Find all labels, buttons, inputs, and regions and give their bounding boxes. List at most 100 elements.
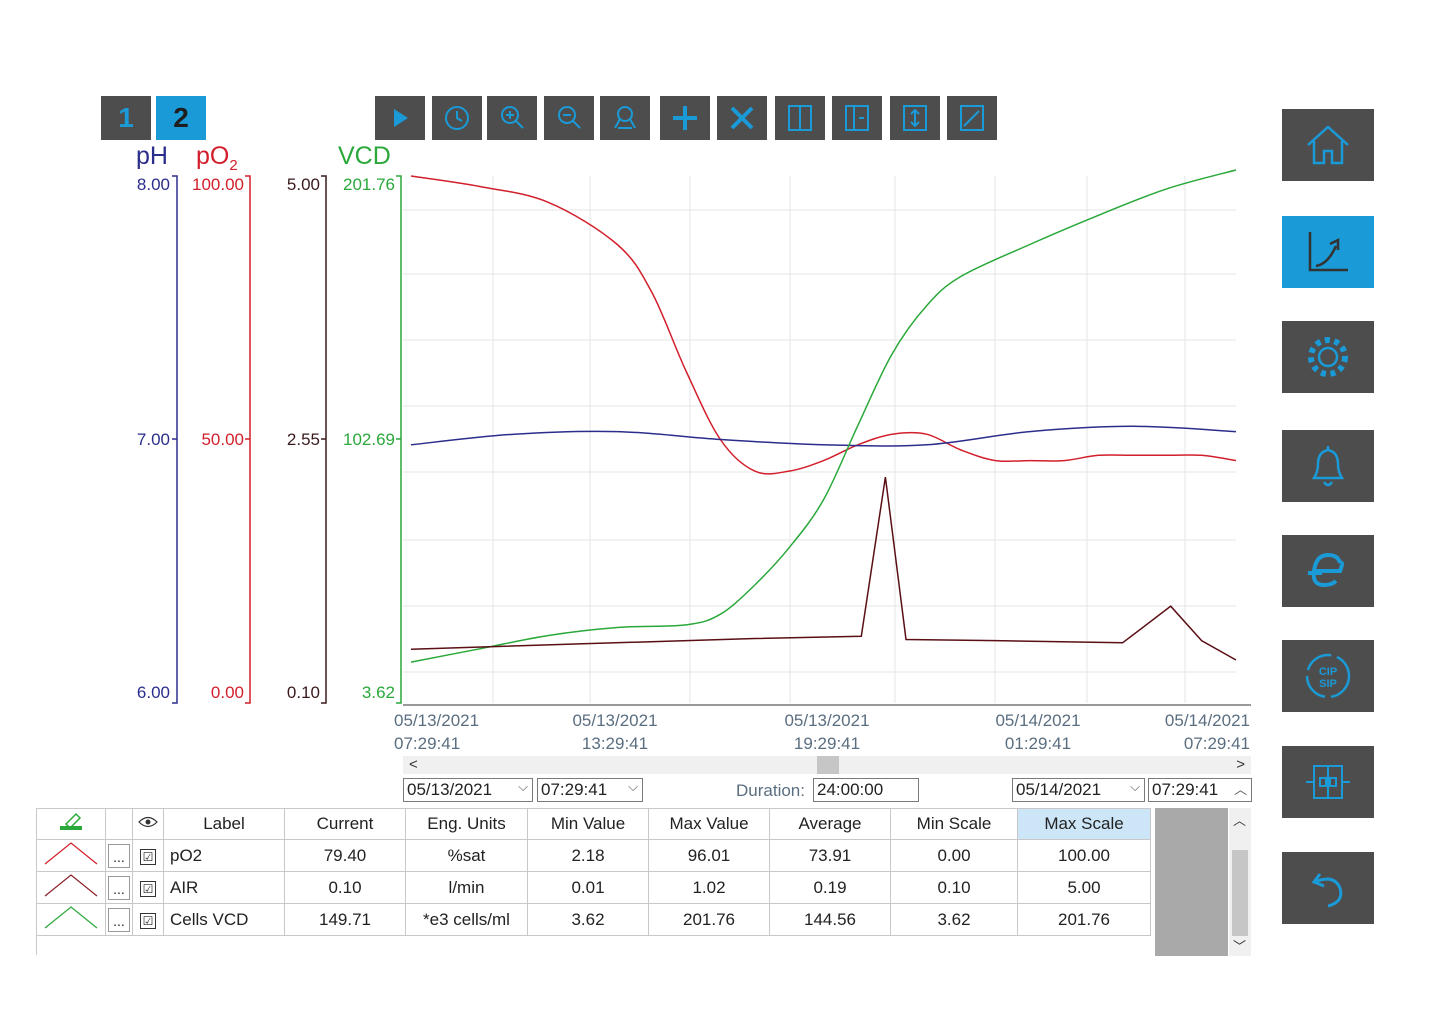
module-icon xyxy=(1306,765,1350,799)
min-value-cell: 2.18 xyxy=(527,839,649,872)
table-row[interactable]: ... ☑ Cells VCD 149.71 *e3 cells/ml 3.62… xyxy=(36,903,1151,936)
back-nav-button[interactable] xyxy=(1282,852,1374,924)
start-time-picker[interactable]: 07:29:41 ⌵ xyxy=(537,778,643,802)
pen-style-swatch[interactable] xyxy=(36,839,106,872)
time-label-0-date: 05/13/2021 xyxy=(394,711,480,730)
po2-axis-top: 100.00 xyxy=(192,175,244,194)
page-tab-1[interactable]: 1 xyxy=(101,96,151,140)
vertical-fit-button[interactable] xyxy=(890,96,940,140)
current-cell: 149.71 xyxy=(284,903,406,936)
more-button[interactable]: ... xyxy=(108,843,130,868)
table-row[interactable]: ... ☑ pO2 79.40 %sat 2.18 96.01 73.91 0.… xyxy=(36,839,1151,872)
pen-style-swatch[interactable] xyxy=(36,871,106,904)
average-cell: 144.56 xyxy=(769,903,891,936)
home-nav-button[interactable] xyxy=(1282,109,1374,181)
series-line-po2 xyxy=(410,175,1237,475)
ph-axis-title: pH xyxy=(136,142,168,170)
clock-button[interactable] xyxy=(432,96,482,140)
add-pen-button[interactable] xyxy=(660,96,710,140)
vcd-axis-top: 201.76 xyxy=(343,175,395,194)
module-nav-button[interactable] xyxy=(1282,746,1374,818)
more-cell[interactable]: ... xyxy=(105,903,133,936)
air-axis-mid: 2.55 xyxy=(286,430,320,449)
vcd-axis-title: VCD xyxy=(338,142,391,170)
time-label-2: 05/13/2021 19:29:41 xyxy=(767,709,887,755)
chevron-down-icon: ⌵ xyxy=(1130,779,1140,794)
cursor-range-button[interactable] xyxy=(832,96,882,140)
chevron-up-icon[interactable]: ︿ xyxy=(1233,813,1247,828)
table-vertical-scrollbar[interactable]: ︿ ﹀ xyxy=(1229,808,1251,956)
end-time-picker[interactable]: 07:29:41 ︿ xyxy=(1148,778,1252,802)
series-line-vcd xyxy=(410,169,1237,663)
chart-grid xyxy=(403,176,1251,706)
zoom-in-button[interactable] xyxy=(487,96,537,140)
time-scrollbar[interactable]: < > xyxy=(403,756,1251,774)
column-header-max-value[interactable]: Max Value xyxy=(648,808,770,840)
end-time-value: 07:29:41 xyxy=(1152,780,1219,799)
time-label-2-date: 05/13/2021 xyxy=(784,711,870,730)
scroll-thumb[interactable] xyxy=(817,756,839,774)
units-cell: %sat xyxy=(405,839,528,872)
scroll-right-arrow[interactable]: > xyxy=(1236,756,1245,773)
end-date-value: 05/14/2021 xyxy=(1016,780,1102,799)
column-header-max-scale[interactable]: Max Scale xyxy=(1017,808,1151,840)
table-scroll-thumb[interactable] xyxy=(1232,850,1248,936)
cursor-icon xyxy=(788,105,812,131)
table-empty-area xyxy=(36,927,1155,955)
more-cell[interactable]: ... xyxy=(105,871,133,904)
visibility-cell[interactable]: ☑ xyxy=(132,839,164,872)
home-icon xyxy=(1307,125,1349,165)
more-button[interactable]: ... xyxy=(108,875,130,900)
max-scale-cell[interactable]: 201.76 xyxy=(1017,903,1151,936)
label-cell: Cells VCD xyxy=(163,903,285,936)
delete-pen-button[interactable] xyxy=(717,96,767,140)
min-scale-cell[interactable]: 3.62 xyxy=(890,903,1018,936)
vertical-fit-icon xyxy=(903,105,927,131)
chevron-down-icon[interactable]: ﹀ xyxy=(1233,939,1247,954)
min-scale-cell[interactable]: 0.00 xyxy=(890,839,1018,872)
column-header-current[interactable]: Current xyxy=(284,808,406,840)
po2-axis-title-sub: 2 xyxy=(229,157,238,174)
alarms-nav-button[interactable] xyxy=(1282,430,1374,502)
visibility-checkbox[interactable]: ☑ xyxy=(140,880,156,897)
more-header xyxy=(105,808,133,840)
column-header-min-value[interactable]: Min Value xyxy=(527,808,649,840)
duration-field[interactable]: 24:00:00 xyxy=(813,778,919,802)
trend-nav-button[interactable] xyxy=(1282,216,1374,288)
autoscale-button[interactable] xyxy=(947,96,997,140)
ph-axis-bottom: 6.00 xyxy=(136,683,170,702)
air-axis-top: 5.00 xyxy=(286,175,320,194)
max-scale-cell[interactable]: 5.00 xyxy=(1017,871,1151,904)
play-button[interactable] xyxy=(375,96,425,140)
start-time-value: 07:29:41 xyxy=(541,780,608,799)
column-header-average[interactable]: Average xyxy=(769,808,891,840)
visibility-checkbox[interactable]: ☑ xyxy=(140,912,156,929)
column-header-min-scale[interactable]: Min Scale xyxy=(890,808,1018,840)
page-tab-2[interactable]: 2 xyxy=(156,96,206,140)
cip-sip-nav-button[interactable]: CIP SIP xyxy=(1282,640,1374,712)
max-scale-cell[interactable]: 100.00 xyxy=(1017,839,1151,872)
visibility-checkbox[interactable]: ☑ xyxy=(140,848,156,865)
e-nav-button[interactable] xyxy=(1282,535,1374,607)
column-header-label[interactable]: Label xyxy=(163,808,285,840)
time-label-2-time: 19:29:41 xyxy=(793,734,861,753)
table-row[interactable]: ... ☑ AIR 0.10 l/min 0.01 1.02 0.19 0.10… xyxy=(36,871,1151,904)
visibility-cell[interactable]: ☑ xyxy=(132,871,164,904)
more-cell[interactable]: ... xyxy=(105,839,133,872)
start-date-picker[interactable]: 05/13/2021 ⌵ xyxy=(403,778,533,802)
cursor-button[interactable] xyxy=(775,96,825,140)
min-scale-cell[interactable]: 0.10 xyxy=(890,871,1018,904)
visibility-header xyxy=(132,808,164,840)
zoom-reset-button[interactable] xyxy=(600,96,650,140)
chevron-down-icon: ⌵ xyxy=(628,779,638,794)
end-date-picker[interactable]: 05/14/2021 ⌵ xyxy=(1012,778,1145,802)
scroll-left-arrow[interactable]: < xyxy=(409,756,418,773)
visibility-cell[interactable]: ☑ xyxy=(132,903,164,936)
pen-style-swatch[interactable] xyxy=(36,903,106,936)
settings-nav-button[interactable] xyxy=(1282,321,1374,393)
column-header-units[interactable]: Eng. Units xyxy=(405,808,528,840)
zoom-out-button[interactable] xyxy=(544,96,594,140)
more-button[interactable]: ... xyxy=(108,907,130,932)
settings-gear-icon xyxy=(1308,337,1348,377)
